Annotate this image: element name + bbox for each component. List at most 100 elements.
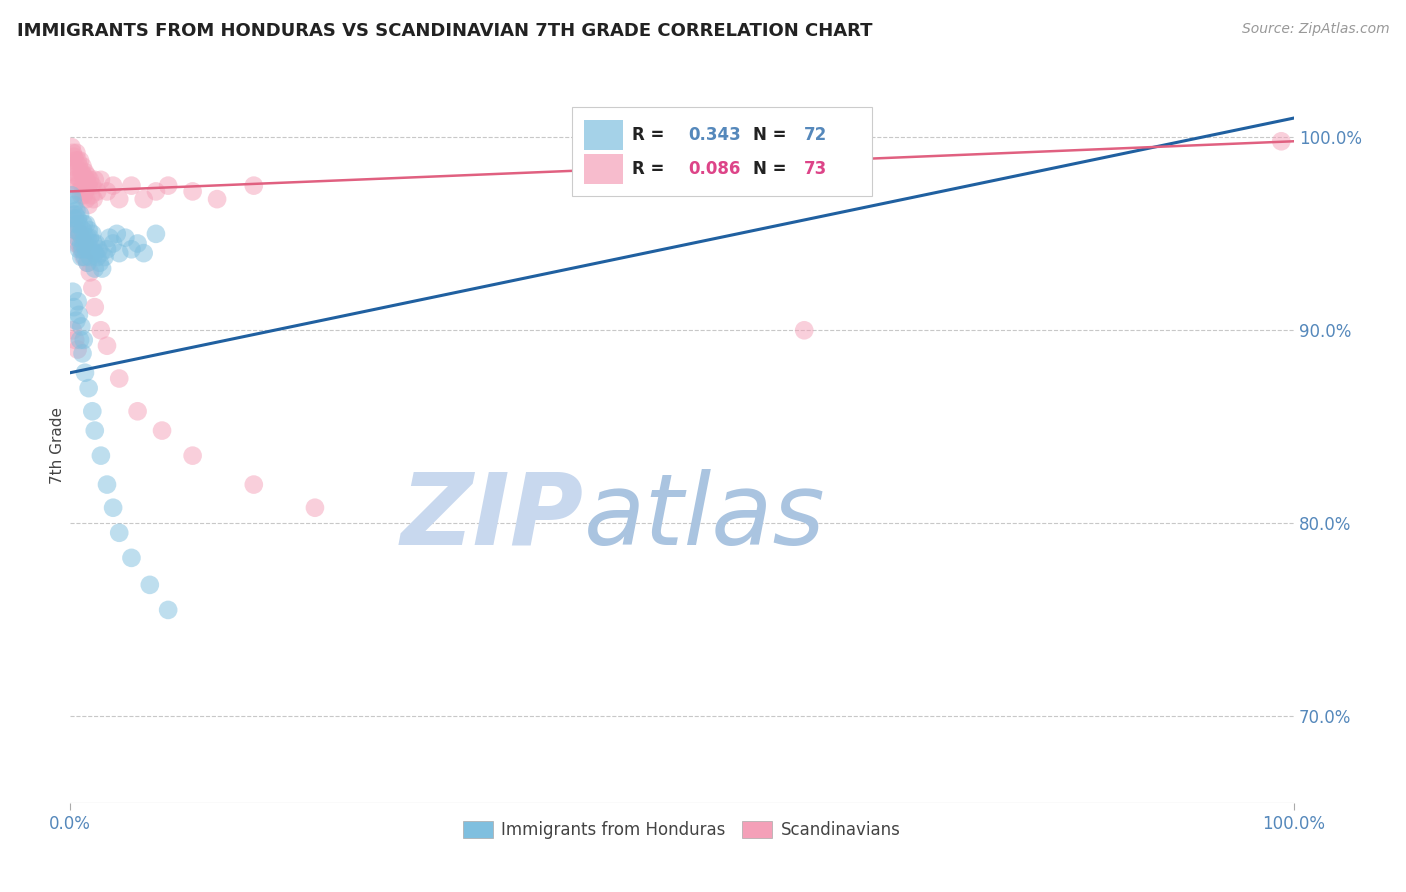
Point bbox=[70, 242, 93, 256]
Point bbox=[205, 192, 228, 206]
Point bbox=[793, 323, 815, 337]
Text: 0.343: 0.343 bbox=[688, 126, 741, 144]
Point bbox=[60, 140, 83, 154]
Point bbox=[82, 404, 104, 418]
Point bbox=[69, 153, 91, 168]
Point bbox=[70, 165, 93, 179]
Point bbox=[69, 227, 91, 241]
FancyBboxPatch shape bbox=[583, 154, 623, 184]
Point bbox=[82, 281, 104, 295]
Point bbox=[73, 230, 96, 244]
Point bbox=[139, 578, 162, 592]
Point bbox=[73, 169, 96, 183]
Point bbox=[157, 603, 180, 617]
Point bbox=[101, 178, 124, 193]
Point bbox=[70, 236, 93, 251]
FancyBboxPatch shape bbox=[583, 120, 623, 150]
Point bbox=[83, 424, 105, 438]
Point bbox=[75, 217, 97, 231]
Point bbox=[73, 236, 96, 251]
Point bbox=[70, 250, 93, 264]
Point bbox=[87, 242, 110, 256]
Point bbox=[76, 256, 98, 270]
Point bbox=[82, 178, 104, 193]
Point bbox=[65, 313, 87, 327]
Point bbox=[67, 185, 90, 199]
Point bbox=[90, 449, 112, 463]
Point bbox=[76, 169, 98, 183]
Point bbox=[181, 185, 204, 199]
Point bbox=[79, 250, 101, 264]
Point bbox=[67, 242, 90, 256]
Point bbox=[63, 211, 86, 226]
Point bbox=[63, 208, 86, 222]
Point bbox=[70, 319, 93, 334]
Point bbox=[63, 223, 86, 237]
Point bbox=[76, 230, 98, 244]
Point bbox=[62, 285, 84, 299]
Point bbox=[145, 185, 167, 199]
Point bbox=[127, 236, 149, 251]
Point bbox=[83, 261, 105, 276]
Point bbox=[73, 250, 96, 264]
Point bbox=[65, 145, 87, 160]
Point bbox=[79, 173, 101, 187]
Point bbox=[108, 371, 131, 385]
Point bbox=[101, 500, 124, 515]
Point bbox=[66, 178, 89, 193]
Point bbox=[63, 150, 86, 164]
Point bbox=[304, 500, 326, 515]
Point bbox=[73, 217, 96, 231]
Point bbox=[69, 173, 91, 187]
Point bbox=[90, 246, 112, 260]
Y-axis label: 7th Grade: 7th Grade bbox=[49, 408, 65, 484]
Point bbox=[73, 165, 96, 179]
Point bbox=[83, 246, 105, 260]
Point bbox=[132, 192, 155, 206]
Text: Source: ZipAtlas.com: Source: ZipAtlas.com bbox=[1241, 22, 1389, 37]
Point bbox=[132, 246, 155, 260]
Point bbox=[93, 250, 115, 264]
Point bbox=[101, 236, 124, 251]
Point bbox=[66, 343, 89, 357]
Point bbox=[96, 242, 118, 256]
Point bbox=[181, 449, 204, 463]
Point bbox=[157, 178, 180, 193]
Point bbox=[90, 323, 112, 337]
Point bbox=[67, 308, 90, 322]
Point bbox=[91, 261, 114, 276]
Point bbox=[65, 217, 87, 231]
Point bbox=[77, 223, 100, 237]
Point bbox=[63, 198, 86, 212]
Point bbox=[69, 227, 91, 241]
Point bbox=[75, 192, 97, 206]
Point bbox=[121, 178, 143, 193]
Point bbox=[67, 217, 90, 231]
Point bbox=[79, 265, 101, 279]
Point bbox=[79, 230, 101, 244]
Point bbox=[90, 173, 112, 187]
Point bbox=[62, 208, 84, 222]
Point bbox=[66, 294, 89, 309]
Point bbox=[83, 173, 105, 187]
Point bbox=[63, 300, 86, 314]
Point bbox=[83, 300, 105, 314]
Point bbox=[63, 165, 86, 179]
Point bbox=[62, 323, 84, 337]
Text: R =: R = bbox=[631, 161, 669, 178]
Point bbox=[98, 230, 121, 244]
Point bbox=[73, 236, 96, 251]
Point bbox=[77, 242, 100, 256]
Point bbox=[75, 173, 97, 187]
Point bbox=[69, 333, 91, 347]
Point bbox=[77, 178, 100, 193]
Point bbox=[75, 242, 97, 256]
Point bbox=[105, 227, 128, 241]
Point bbox=[66, 223, 89, 237]
Point bbox=[60, 188, 83, 202]
Point bbox=[243, 477, 266, 491]
Point bbox=[89, 256, 111, 270]
Point bbox=[66, 230, 89, 244]
Point bbox=[65, 236, 87, 251]
Point bbox=[96, 185, 118, 199]
